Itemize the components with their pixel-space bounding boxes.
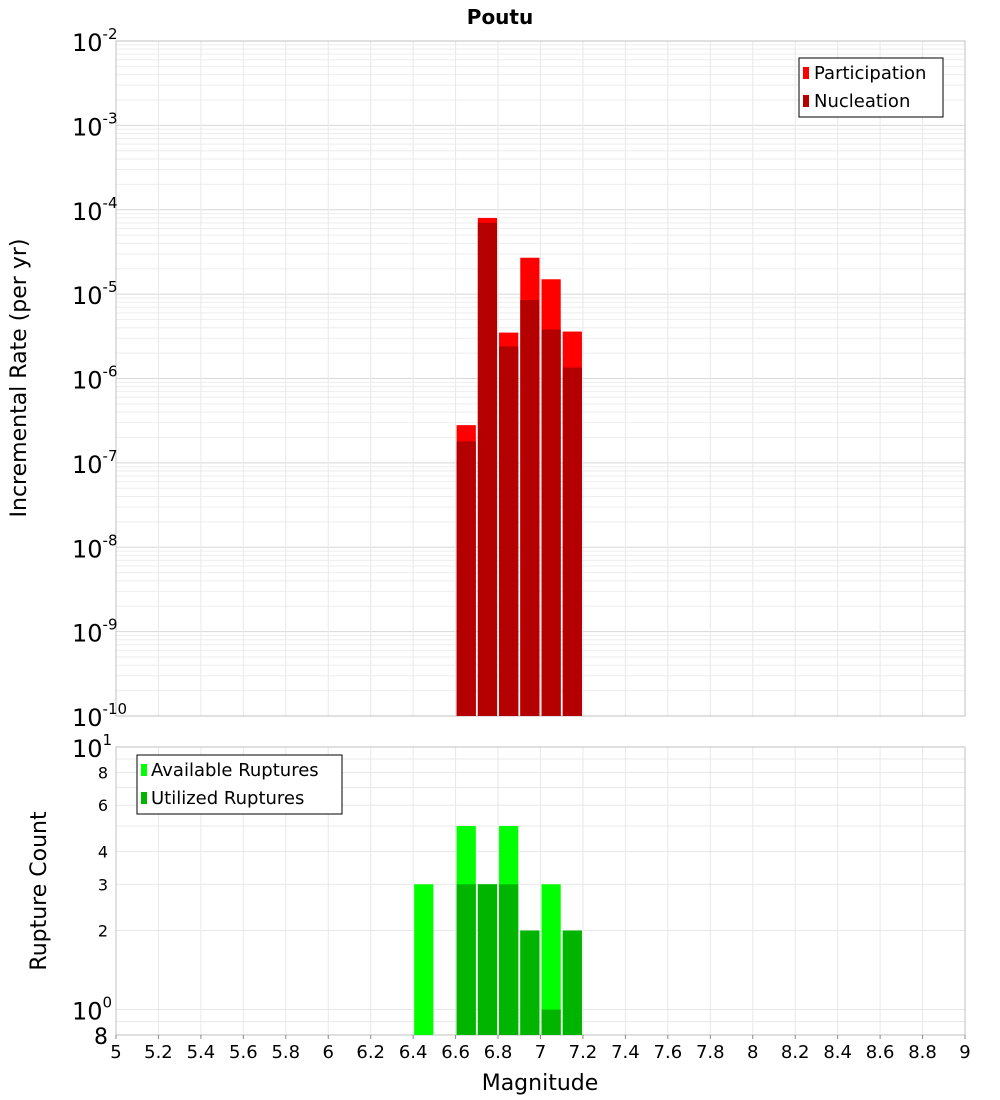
legend-participation-swatch <box>803 67 809 79</box>
bottom-available-ruptures-bar <box>414 884 434 1035</box>
bottom-y-tick-label: 101 <box>72 731 112 763</box>
top-y-ticks: 10-2 10-3 10-4 10-5 10-6 10-7 10-8 10-9 10-10 <box>72 25 127 732</box>
bottom-y-tick-label: 8 <box>98 763 108 782</box>
bottom-bars <box>414 826 582 1035</box>
x-tick-label: 5.2 <box>144 1042 173 1063</box>
bottom-utilized-ruptures-bar <box>456 884 476 1035</box>
x-tick-label: 5 <box>110 1042 121 1063</box>
top-legend-box <box>798 57 944 118</box>
legend-utilized-swatch <box>141 792 147 804</box>
bottom-available-ruptures-bar <box>541 884 561 1035</box>
x-tick-label: 8.2 <box>781 1042 810 1063</box>
top-nucleation-bar <box>562 367 582 716</box>
legend-available-label: Available Ruptures <box>151 760 319 781</box>
bottom-y-tick-label: 2 <box>98 922 108 941</box>
bottom-legend: Available Ruptures Utilized Ruptures <box>136 754 343 815</box>
x-tick-label: 8 <box>747 1042 758 1063</box>
bottom-y-axis-label: Rupture Count <box>27 811 52 971</box>
bottom-legend-box <box>136 754 343 815</box>
x-axis-ticks: 5 5.2 5.4 5.6 5.8 6 6.2 6.4 6.6 6.8 7 7.2 7.4 7.6 7.8 8… <box>110 1035 971 1063</box>
bottom-utilized-ruptures-bar <box>477 884 498 1035</box>
top-y-tick-label: 10-6 <box>72 363 118 395</box>
top-bars <box>456 217 582 716</box>
top-nucleation-bar <box>541 329 561 716</box>
bottom-utilized-ruptures-bar <box>520 930 540 1035</box>
x-tick-label: 6.4 <box>399 1042 428 1063</box>
legend-utilized-label: Utilized Ruptures <box>151 788 304 809</box>
top-nucleation-bar <box>456 441 476 716</box>
bottom-y-tick-label: 8 <box>94 1025 108 1050</box>
x-tick-label: 7.6 <box>654 1042 683 1063</box>
legend-nucleation-label: Nucleation <box>814 91 910 112</box>
chart-title: Poutu <box>467 5 533 29</box>
x-tick-label: 6.2 <box>356 1042 385 1063</box>
top-y-tick-label: 10-9 <box>72 616 118 648</box>
bottom-utilized-ruptures-bar <box>562 930 582 1035</box>
x-tick-label: 5.6 <box>229 1042 258 1063</box>
bottom-y-tick-label: 3 <box>98 875 108 894</box>
x-tick-label: 7.4 <box>611 1042 640 1063</box>
top-y-tick-label: 10-7 <box>72 447 118 479</box>
x-tick-label: 9 <box>959 1042 970 1063</box>
bottom-y-tick-label: 4 <box>98 842 108 861</box>
legend-nucleation-swatch <box>803 95 809 107</box>
x-tick-label: 8.4 <box>823 1042 852 1063</box>
bottom-y-tick-label: 6 <box>98 796 108 815</box>
top-y-tick-label: 10-5 <box>72 278 118 310</box>
legend-participation-label: Participation <box>814 63 926 84</box>
x-tick-label: 6 <box>323 1042 334 1063</box>
x-tick-label: 8.6 <box>866 1042 895 1063</box>
x-tick-label: 5.4 <box>187 1042 216 1063</box>
bottom-y-tick-label: 100 <box>72 994 112 1026</box>
top-y-tick-label: 10-10 <box>72 700 127 732</box>
bottom-utilized-ruptures-bar <box>541 1009 561 1035</box>
x-tick-label: 6.8 <box>484 1042 513 1063</box>
x-tick-label: 8.8 <box>908 1042 937 1063</box>
x-tick-label: 6.6 <box>441 1042 470 1063</box>
x-tick-label: 7.2 <box>569 1042 598 1063</box>
x-tick-label: 7.8 <box>696 1042 725 1063</box>
legend-available-swatch <box>141 764 147 776</box>
top-nucleation-bar <box>477 222 498 716</box>
top-y-tick-label: 10-8 <box>72 531 118 563</box>
top-y-tick-label: 10-2 <box>72 25 118 57</box>
top-y-axis-label: Incremental Rate (per yr) <box>7 239 32 518</box>
top-nucleation-bar <box>520 300 540 716</box>
top-plot-frame <box>115 40 966 717</box>
x-axis-label: Magnitude <box>482 1071 599 1096</box>
top-legend: Participation Nucleation <box>798 57 944 118</box>
top-gridlines <box>115 41 966 717</box>
top-nucleation-bar <box>499 346 519 716</box>
bottom-utilized-ruptures-bar <box>499 884 519 1035</box>
top-y-tick-label: 10-3 <box>72 109 118 141</box>
top-y-tick-label: 10-4 <box>72 194 118 226</box>
x-tick-label: 7 <box>535 1042 546 1063</box>
top-plot-panel: 10-2 10-3 10-4 10-5 10-6 10-7 10-8 10-9 10-10 In… <box>7 25 966 732</box>
x-tick-label: 5.8 <box>271 1042 300 1063</box>
